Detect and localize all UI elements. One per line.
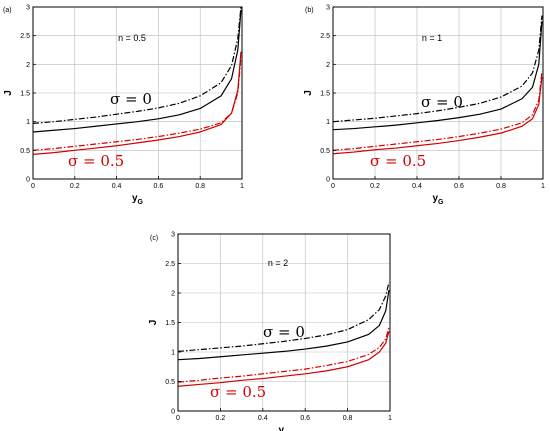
- y-axis-label: J: [303, 90, 314, 96]
- y-tick-label: 0.5: [165, 379, 175, 386]
- series-line-3: [332, 76, 543, 155]
- panel-label: (a): [3, 7, 12, 14]
- y-tick-label: 3: [26, 5, 30, 12]
- series-line-1: [32, 9, 242, 133]
- y-tick-label: 0: [171, 409, 175, 416]
- sigma-0-label: σ = 0: [421, 93, 463, 111]
- x-tick-label: 0.4: [112, 183, 122, 190]
- y-tick-label: 0.5: [320, 148, 330, 155]
- chart-panel-2: 0 0.2 0.4 0.6 0.8 1 0 0.5 1 1.5 2 2.5 3 yG J (b) n = 1 σ …: [303, 5, 545, 207]
- x-tick-label: 0.6: [154, 183, 164, 190]
- n-annotation: n = 0.5: [118, 33, 146, 43]
- x-tick-label: 0.6: [300, 415, 310, 422]
- y-tick-label: 2: [26, 62, 30, 69]
- x-tick-label: 0.2: [70, 183, 80, 190]
- x-tick-label: 1: [388, 415, 392, 422]
- y-tick-label: 2.5: [20, 33, 30, 40]
- panel-label: (c): [150, 235, 158, 242]
- sigma-05-label: σ = 0.5: [370, 152, 426, 170]
- x-tick-label: 0: [31, 183, 35, 190]
- sigma-05-label: σ = 0.5: [68, 152, 124, 170]
- y-tick-label: 3: [171, 232, 175, 239]
- y-tick-label: 1: [26, 119, 30, 126]
- chart-panel-3: 0 0.2 0.4 0.6 0.8 1 0 0.5 1 1.5 2 2.5 3 yG J (c) n = 2 σ …: [148, 232, 392, 431]
- y-tick-label: 2: [326, 62, 330, 69]
- sigma-0-label: σ = 0: [263, 323, 305, 341]
- y-axis-label: J: [148, 320, 159, 326]
- x-axis-label: yG: [278, 425, 290, 431]
- series-line-4: [332, 71, 543, 151]
- n-annotation: n = 1: [422, 33, 442, 43]
- y-tick-label: 1: [326, 119, 330, 126]
- y-tick-label: 3: [326, 5, 330, 12]
- y-tick-label: 1.5: [320, 91, 330, 98]
- x-tick-label: 0.8: [343, 415, 353, 422]
- x-tick-label: 0.2: [370, 183, 380, 190]
- x-tick-label: 0.4: [412, 183, 422, 190]
- n-annotation: n = 2: [268, 258, 288, 268]
- x-tick-label: 0: [331, 183, 335, 190]
- x-tick-label: 0.6: [454, 183, 464, 190]
- y-tick-label: 0: [326, 177, 330, 184]
- sigma-0-label: σ = 0: [110, 90, 152, 108]
- series-line-1: [332, 21, 543, 131]
- sigma-05-label: σ = 0.5: [210, 383, 266, 401]
- x-tick-label: 0.2: [216, 415, 226, 422]
- panel-label: (b): [305, 7, 314, 14]
- series-line-4: [177, 327, 390, 383]
- x-tick-label: 0.4: [258, 415, 268, 422]
- x-tick-label: 1: [541, 183, 545, 190]
- series-line-3: [177, 331, 390, 387]
- x-tick-label: 0.8: [496, 183, 506, 190]
- x-tick-label: 0: [176, 415, 180, 422]
- chart-panel-1: 0 0.2 0.4 0.6 0.8 1 0 0.5 1 1.5 2 2.5 3 yG J (a) n = 0.5…: [3, 5, 244, 207]
- y-tick-label: 0: [26, 177, 30, 184]
- y-axis-label: J: [3, 90, 14, 96]
- y-tick-label: 2.5: [320, 33, 330, 40]
- series-line-2: [177, 282, 390, 353]
- y-tick-label: 1: [171, 350, 175, 357]
- x-axis-label: yG: [432, 193, 444, 206]
- y-tick-label: 1.5: [165, 320, 175, 327]
- y-tick-label: 1.5: [20, 91, 30, 98]
- series-line-4: [32, 57, 242, 151]
- y-tick-label: 2.5: [165, 261, 175, 268]
- y-tick-label: 2: [171, 291, 175, 298]
- y-tick-label: 0.5: [20, 148, 30, 155]
- x-axis-label: yG: [132, 193, 144, 206]
- x-tick-label: 0.8: [195, 183, 205, 190]
- x-tick-label: 1: [240, 183, 244, 190]
- series-line-2: [332, 15, 543, 123]
- series-line-1: [177, 289, 390, 361]
